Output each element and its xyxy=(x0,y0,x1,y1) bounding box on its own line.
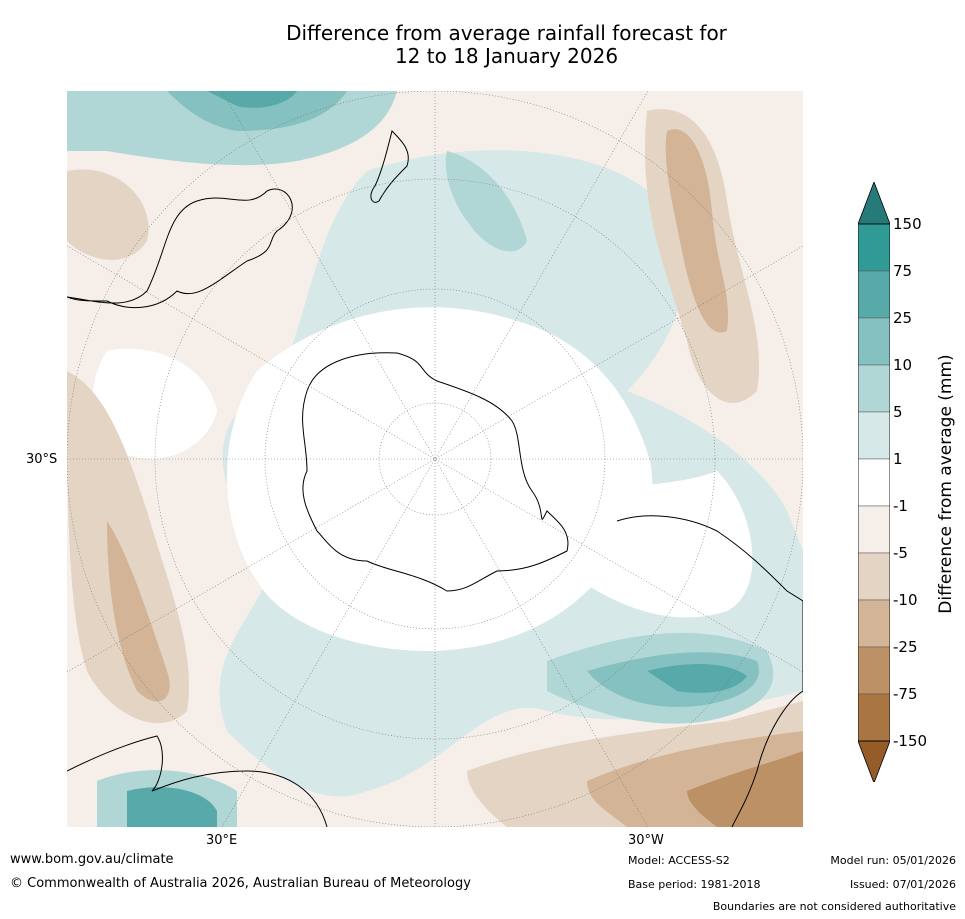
colorbar-block xyxy=(858,270,890,319)
colorbar-extend-top xyxy=(858,182,890,225)
footer-model-run: Model run: 05/01/2026 xyxy=(830,854,956,867)
footer-model: Model: ACCESS-S2 xyxy=(628,854,730,867)
polar-rainfall-map xyxy=(67,91,803,827)
title-line-2: 12 to 18 January 2026 xyxy=(394,44,619,68)
colorbar-block xyxy=(858,364,890,413)
colorbar-block xyxy=(858,505,890,554)
wet-core-north-west xyxy=(167,91,347,131)
colorbar-block xyxy=(858,317,890,366)
title-line-1: Difference from average rainfall forecas… xyxy=(286,21,727,45)
dry-core-atlantic xyxy=(107,521,170,702)
colorbar-extend-bottom xyxy=(858,740,890,782)
graticule xyxy=(67,91,803,827)
near-zero-patch-west xyxy=(93,348,217,459)
footer-disclaimer: Boundaries are not considered authoritat… xyxy=(712,900,956,913)
colorbar-tick-label: 75 xyxy=(893,262,913,280)
dry-core-east-pacific xyxy=(665,129,729,333)
colorbar-tick-label: 25 xyxy=(893,309,913,327)
colorbar-tick-label: -10 xyxy=(893,591,918,609)
colorbar-outline xyxy=(858,223,890,742)
colorbar xyxy=(858,182,890,782)
colorbar-block xyxy=(858,693,890,742)
lon-label-30w: 30°W xyxy=(628,833,664,848)
colorbar-block xyxy=(858,599,890,648)
near-zero-patch-east xyxy=(537,471,753,618)
map-title: Difference from average rainfall forecas… xyxy=(0,22,965,68)
wet-peak-south-america xyxy=(647,664,747,693)
colorbar-tick-label: 10 xyxy=(893,356,913,374)
wet-region-tasman xyxy=(445,151,527,252)
colorbar-tick-label: 150 xyxy=(893,215,922,233)
colorbar-tick-label: -1 xyxy=(893,497,908,515)
dry-core-south-atlantic xyxy=(687,751,803,827)
antarctica-outline xyxy=(302,352,569,592)
colorbar-tick-label: -150 xyxy=(893,732,928,750)
footer-website[interactable]: www.bom.gov.au/climate xyxy=(10,852,174,867)
colorbar-block xyxy=(858,411,890,460)
lon-label-30e: 30°E xyxy=(206,833,238,848)
meridian-30 xyxy=(221,91,649,827)
colorbar-tick-label: -75 xyxy=(893,685,918,703)
colorbar-blocks xyxy=(858,182,890,782)
colorbar-block xyxy=(858,458,890,507)
colorbar-block xyxy=(858,223,890,272)
footer-issued: Issued: 07/01/2026 xyxy=(849,878,956,891)
colorbar-block xyxy=(858,552,890,601)
southern-africa-outline xyxy=(67,735,328,827)
colorbar-title: Difference from average (mm) xyxy=(936,354,956,614)
lat-label-30s: 30°S xyxy=(26,452,58,467)
colorbar-tick-label: -25 xyxy=(893,638,918,656)
map-svg xyxy=(67,91,803,827)
dry-region-indian xyxy=(67,169,149,260)
colorbar-tick-label: 5 xyxy=(893,403,903,421)
colorbar-tick-label: -5 xyxy=(893,544,908,562)
meridian-60 xyxy=(67,245,803,673)
colorbar-block xyxy=(858,646,890,695)
footer-base-period: Base period: 1981-2018 xyxy=(628,878,761,891)
footer-copyright: © Commonwealth of Australia 2026, Austra… xyxy=(10,876,471,891)
south-america-outline xyxy=(616,515,803,827)
wet-core-southern-africa xyxy=(127,787,217,827)
wet-peak-north-west xyxy=(207,91,297,108)
colorbar-tick-label: 1 xyxy=(893,450,903,468)
australia-outline xyxy=(67,188,293,309)
meridian-120 xyxy=(67,245,803,673)
new-zealand-outline xyxy=(370,130,409,203)
meridian-150 xyxy=(221,91,649,827)
